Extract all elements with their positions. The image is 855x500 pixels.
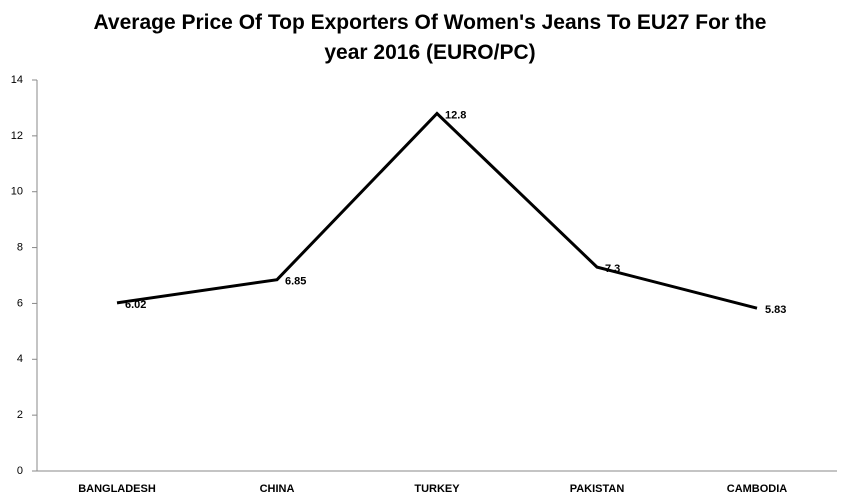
y-tick-label: 10 bbox=[11, 186, 23, 198]
y-tick-label: 2 bbox=[17, 409, 23, 421]
y-tick-label: 0 bbox=[17, 465, 23, 477]
y-tick-label: 4 bbox=[17, 353, 23, 365]
x-tick-label: PAKISTAN bbox=[570, 483, 625, 495]
y-tick-label: 12 bbox=[11, 130, 23, 142]
line bbox=[116, 111, 758, 310]
y-tick-label: 8 bbox=[17, 241, 23, 253]
data-label: 5.83 bbox=[765, 304, 786, 316]
y-tick-label: 14 bbox=[11, 74, 23, 86]
data-label: 7.3 bbox=[605, 263, 620, 275]
data-label: 12.8 bbox=[445, 109, 466, 121]
data-label: 6.85 bbox=[285, 276, 306, 288]
data-label: 6.02 bbox=[125, 299, 146, 311]
x-tick-label: TURKEY bbox=[414, 483, 460, 495]
x-tick-label: BANGLADESH bbox=[78, 483, 156, 495]
x-tick-label: CHINA bbox=[260, 483, 295, 495]
y-tick-label: 6 bbox=[17, 297, 23, 309]
x-tick-label: CAMBODIA bbox=[727, 483, 788, 495]
chart-title: Average Price Of Top Exporters Of Women'… bbox=[93, 11, 767, 64]
